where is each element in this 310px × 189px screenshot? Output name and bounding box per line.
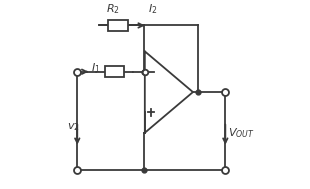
Text: $I_2$: $I_2$ [148,2,157,16]
Text: $I_1$: $I_1$ [91,61,101,75]
Text: $v_2$: $v_2$ [67,121,80,133]
Text: $R_2$: $R_2$ [106,2,120,16]
Text: $V_{OUT}$: $V_{OUT}$ [228,126,255,140]
Text: $R_1$: $R_1$ [107,65,121,79]
Bar [105,66,124,77]
Bar [108,20,128,31]
